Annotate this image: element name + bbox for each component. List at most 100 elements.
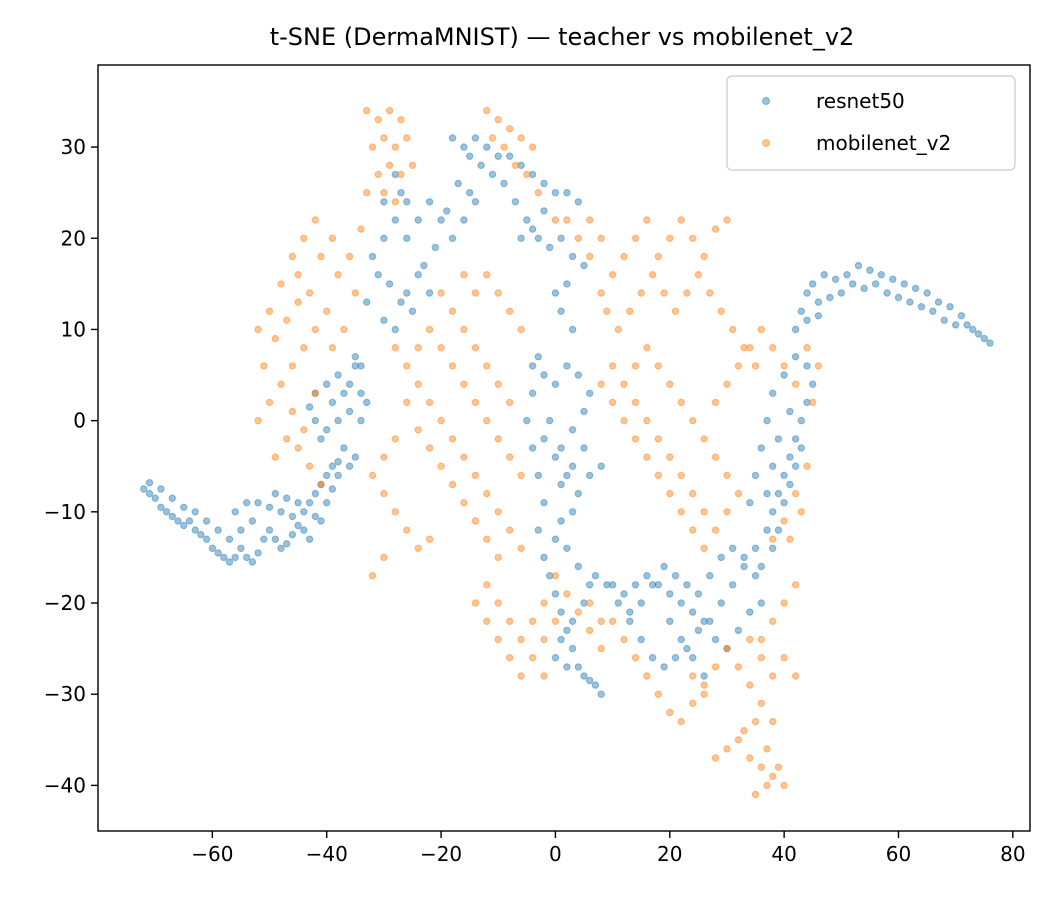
point-mobilenet_v2-233 xyxy=(597,617,605,625)
point-resnet50-33 xyxy=(328,462,337,470)
point-resnet50-63 xyxy=(345,380,354,388)
point-mobilenet_v2-135 xyxy=(677,508,685,516)
point-resnet50-287 xyxy=(860,284,868,293)
point-resnet50-48 xyxy=(191,508,199,516)
point-resnet50-127 xyxy=(511,198,520,206)
point-mobilenet_v2-8 xyxy=(408,161,417,170)
point-resnet50-109 xyxy=(391,170,399,179)
point-resnet50-173 xyxy=(563,544,571,552)
point-resnet50-221 xyxy=(608,581,617,589)
point-mobilenet_v2-180 xyxy=(711,225,720,233)
point-mobilenet_v2-130 xyxy=(620,416,628,425)
point-mobilenet_v2-247 xyxy=(586,252,594,261)
point-mobilenet_v2-122 xyxy=(517,672,525,680)
point-mobilenet_v2-238 xyxy=(780,654,788,662)
x-tick-label: −60 xyxy=(191,842,233,866)
point-mobilenet_v2-84 xyxy=(380,489,388,498)
point-resnet50-245 xyxy=(637,599,645,607)
y-tick-label: −40 xyxy=(44,773,86,797)
point-mobilenet_v2-241 xyxy=(757,654,765,662)
point-mobilenet_v2-71 xyxy=(517,544,525,552)
point-mobilenet_v2-61 xyxy=(403,362,411,370)
point-resnet50-175 xyxy=(586,581,594,589)
point-mobilenet_v2-165 xyxy=(780,362,788,370)
point-mobilenet_v2-60 xyxy=(391,344,399,352)
point-resnet50-62 xyxy=(334,371,342,379)
point-resnet50-145 xyxy=(534,471,542,480)
point-mobilenet_v2-215 xyxy=(769,772,777,780)
point-mobilenet_v2-174 xyxy=(643,216,651,224)
point-mobilenet_v2-224 xyxy=(700,690,708,698)
point-mobilenet_v2-154 xyxy=(677,398,685,407)
point-resnet50-262 xyxy=(797,307,805,315)
point-resnet50-117 xyxy=(517,161,525,170)
point-mobilenet_v2-97 xyxy=(506,453,514,461)
point-mobilenet_v2-95 xyxy=(483,416,491,425)
point-resnet50-194 xyxy=(648,654,657,662)
point-resnet50-129 xyxy=(534,234,542,243)
point-mobilenet_v2-50 xyxy=(345,252,354,261)
point-resnet50-257 xyxy=(797,444,805,452)
point-mobilenet_v2-251 xyxy=(780,517,788,525)
point-resnet50-255 xyxy=(786,480,794,489)
point-mobilenet_v2-38 xyxy=(300,344,308,352)
point-resnet50-45 xyxy=(225,535,234,543)
point-mobilenet_v2-222 xyxy=(763,745,771,753)
point-mobilenet_v2-106 xyxy=(506,307,514,315)
point-resnet50-183 xyxy=(540,435,548,443)
point-resnet50-147 xyxy=(534,526,542,534)
point-resnet50-81 xyxy=(340,389,348,397)
point-resnet50-180 xyxy=(563,663,571,671)
point-mobilenet_v2-137 xyxy=(700,544,708,552)
point-resnet50-244 xyxy=(648,581,657,589)
point-mobilenet_v2-41 xyxy=(265,398,274,407)
point-mobilenet_v2-204 xyxy=(700,681,708,689)
point-mobilenet_v2-17 xyxy=(506,125,514,133)
point-resnet50-248 xyxy=(677,635,685,644)
point-resnet50-167 xyxy=(557,444,565,452)
point-resnet50-80 xyxy=(317,435,325,443)
point-mobilenet_v2-226 xyxy=(563,590,571,598)
point-resnet50-28 xyxy=(300,508,308,516)
point-mobilenet_v2-199 xyxy=(643,672,651,680)
point-mobilenet_v2-67 xyxy=(471,471,480,480)
point-mobilenet_v2-227 xyxy=(574,608,582,616)
point-mobilenet_v2-218 xyxy=(763,781,771,790)
series-mobilenet_v2 xyxy=(254,106,823,799)
point-mobilenet_v2-85 xyxy=(391,508,399,516)
point-resnet50-280 xyxy=(974,330,983,338)
point-mobilenet_v2-108 xyxy=(483,271,491,279)
point-resnet50-169 xyxy=(574,489,582,498)
y-tick-label: −30 xyxy=(44,682,86,706)
point-mobilenet_v2-183 xyxy=(683,289,691,297)
point-mobilenet_v2-23 xyxy=(523,170,531,179)
point-resnet50-256 xyxy=(791,462,800,470)
point-resnet50-88 xyxy=(425,289,434,297)
point-resnet50-72 xyxy=(345,462,354,470)
point-mobilenet_v2-22 xyxy=(511,161,520,170)
point-resnet50-290 xyxy=(894,293,903,302)
point-mobilenet_v2-186 xyxy=(648,271,657,279)
point-resnet50-22 xyxy=(265,526,274,534)
point-mobilenet_v2-11 xyxy=(374,170,382,179)
point-resnet50-284 xyxy=(826,293,834,302)
point-mobilenet_v2-115 xyxy=(494,599,502,607)
point-resnet50-105 xyxy=(443,207,451,215)
point-mobilenet_v2-217 xyxy=(751,790,760,799)
point-resnet50-0 xyxy=(140,485,148,493)
point-resnet50-107 xyxy=(414,216,422,224)
point-mobilenet_v2-139 xyxy=(620,380,628,388)
point-mobilenet_v2-107 xyxy=(494,289,502,297)
point-mobilenet_v2-155 xyxy=(666,380,674,388)
point-resnet50-242 xyxy=(671,572,680,580)
point-mobilenet_v2-206 xyxy=(723,644,731,653)
point-resnet50-166 xyxy=(568,426,577,434)
point-resnet50-179 xyxy=(551,654,560,662)
point-resnet50-94 xyxy=(380,316,388,324)
point-resnet50-76 xyxy=(363,398,371,407)
point-mobilenet_v2-119 xyxy=(540,672,548,680)
point-mobilenet_v2-35 xyxy=(334,271,342,279)
point-mobilenet_v2-170 xyxy=(597,289,605,297)
point-resnet50-128 xyxy=(523,216,531,224)
point-resnet50-135 xyxy=(551,289,560,297)
